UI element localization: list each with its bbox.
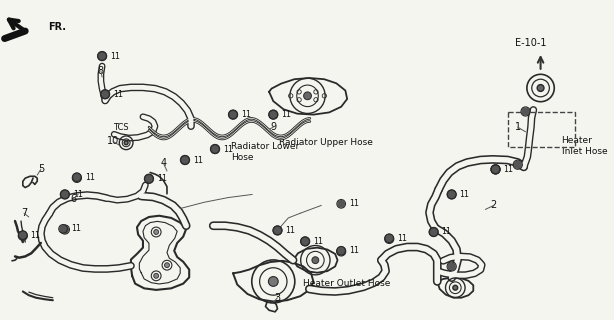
Circle shape xyxy=(448,191,455,198)
Circle shape xyxy=(274,227,281,234)
Circle shape xyxy=(74,174,80,180)
Circle shape xyxy=(338,248,344,254)
Text: 11: 11 xyxy=(313,237,323,246)
Circle shape xyxy=(182,157,188,163)
Circle shape xyxy=(182,156,188,164)
Circle shape xyxy=(338,248,344,255)
Circle shape xyxy=(61,191,68,198)
Circle shape xyxy=(453,285,457,290)
Circle shape xyxy=(99,53,106,60)
Circle shape xyxy=(268,276,278,286)
Text: 9: 9 xyxy=(270,122,276,132)
Circle shape xyxy=(386,235,392,241)
Circle shape xyxy=(61,226,68,233)
Text: 11: 11 xyxy=(281,110,291,119)
Text: 11: 11 xyxy=(31,231,41,240)
Circle shape xyxy=(270,111,277,118)
Text: FR.: FR. xyxy=(48,22,66,32)
Text: 11: 11 xyxy=(113,90,123,99)
Circle shape xyxy=(515,161,521,168)
Circle shape xyxy=(62,191,68,197)
Circle shape xyxy=(270,111,276,118)
Text: 11: 11 xyxy=(459,190,470,199)
Circle shape xyxy=(124,141,128,145)
Circle shape xyxy=(154,229,158,235)
Text: 11: 11 xyxy=(441,228,451,236)
Circle shape xyxy=(492,166,499,173)
Circle shape xyxy=(146,176,152,182)
Text: Radiator Lower
Hose: Radiator Lower Hose xyxy=(231,142,300,162)
Text: 11: 11 xyxy=(72,190,83,199)
Circle shape xyxy=(537,84,544,92)
Text: 11: 11 xyxy=(223,145,233,154)
Text: TCS: TCS xyxy=(113,123,128,132)
Text: 11: 11 xyxy=(193,156,203,164)
Text: 11: 11 xyxy=(349,246,359,255)
Circle shape xyxy=(338,201,344,207)
Circle shape xyxy=(102,91,108,97)
Circle shape xyxy=(154,273,158,278)
Circle shape xyxy=(146,175,152,182)
Text: 3: 3 xyxy=(274,293,281,303)
Text: 11: 11 xyxy=(397,234,407,243)
Text: 11: 11 xyxy=(241,110,251,119)
Circle shape xyxy=(60,226,66,232)
Circle shape xyxy=(301,238,309,245)
Text: 1: 1 xyxy=(515,122,521,132)
Circle shape xyxy=(230,111,236,118)
Circle shape xyxy=(522,108,529,115)
Text: 8: 8 xyxy=(98,66,104,76)
Circle shape xyxy=(165,263,169,268)
Text: Heater
Inlet Hose: Heater Inlet Hose xyxy=(562,136,607,156)
Text: 10: 10 xyxy=(107,136,119,146)
Text: 11: 11 xyxy=(503,165,513,174)
Circle shape xyxy=(20,232,26,238)
Text: E-10-1: E-10-1 xyxy=(515,38,546,48)
Circle shape xyxy=(20,232,26,239)
Circle shape xyxy=(312,257,319,264)
Text: 11: 11 xyxy=(110,52,120,60)
Circle shape xyxy=(449,191,455,197)
Text: 2: 2 xyxy=(491,200,497,210)
Circle shape xyxy=(99,53,105,59)
Text: 11: 11 xyxy=(85,173,95,182)
Text: 11: 11 xyxy=(349,199,359,208)
Circle shape xyxy=(212,146,219,152)
Circle shape xyxy=(274,227,281,234)
Circle shape xyxy=(102,91,109,98)
Circle shape xyxy=(492,166,499,172)
Circle shape xyxy=(302,238,308,244)
Circle shape xyxy=(230,111,236,118)
Circle shape xyxy=(430,229,437,235)
Text: 11: 11 xyxy=(157,174,167,183)
Circle shape xyxy=(303,92,311,100)
Text: Heater Outlet Hose: Heater Outlet Hose xyxy=(303,279,391,288)
Circle shape xyxy=(386,236,392,242)
Circle shape xyxy=(448,263,455,270)
Circle shape xyxy=(492,166,499,173)
Text: 4: 4 xyxy=(160,158,166,168)
Circle shape xyxy=(74,174,80,181)
Text: Radiator Upper Hose: Radiator Upper Hose xyxy=(279,138,373,147)
Text: 5: 5 xyxy=(37,164,44,174)
Text: 11: 11 xyxy=(71,224,81,233)
Text: 6: 6 xyxy=(70,194,76,204)
Circle shape xyxy=(212,146,218,152)
Text: 11: 11 xyxy=(286,226,295,235)
Circle shape xyxy=(430,228,437,236)
Text: 7: 7 xyxy=(21,208,27,218)
